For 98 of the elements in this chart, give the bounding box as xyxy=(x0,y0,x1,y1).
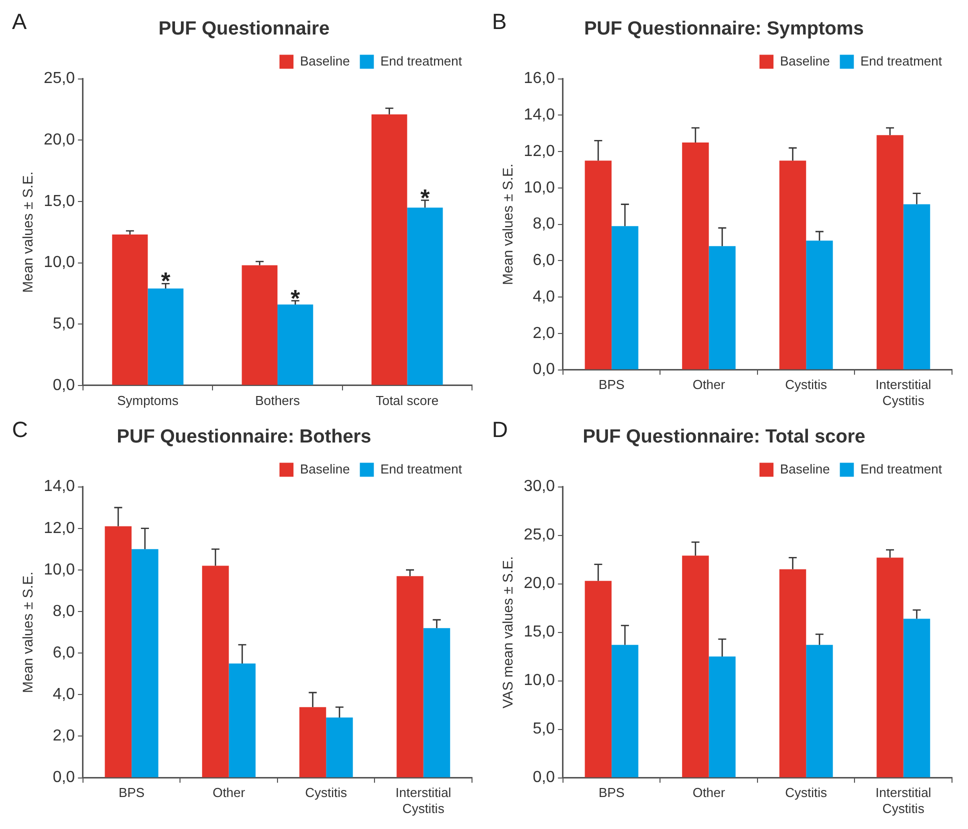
y-tick-label: 0,0 xyxy=(52,376,76,394)
y-tick-label: 0,0 xyxy=(532,361,556,378)
bar xyxy=(104,526,132,778)
y-axis-title: Mean values ± S.E. xyxy=(499,164,516,285)
x-tick-label: Cystitis xyxy=(305,785,348,800)
x-tick-label: Interstitial Cystitis xyxy=(876,785,932,816)
bar xyxy=(682,556,709,778)
x-tick-label: Other xyxy=(692,785,726,800)
y-tick-label: 25,0 xyxy=(44,70,76,88)
legend-label: Baseline xyxy=(780,461,830,476)
y-tick-label: 14,0 xyxy=(44,478,76,496)
chart-title: PUF Questionnaire: Total score xyxy=(582,426,866,448)
y-tick-label: 4,0 xyxy=(52,686,76,704)
legend-label: Baseline xyxy=(780,53,830,68)
bar xyxy=(148,288,184,385)
bar xyxy=(228,663,256,778)
y-tick-label: 4,0 xyxy=(532,288,556,306)
y-tick-label: 20,0 xyxy=(524,575,556,592)
y-tick-label: 10,0 xyxy=(44,561,76,578)
chart-title: PUF Questionnaire: Symptoms xyxy=(584,18,864,40)
y-tick-label: 8,0 xyxy=(52,602,76,620)
x-tick-label: BPS xyxy=(598,785,625,800)
bar xyxy=(326,718,353,778)
y-tick-label: 10,0 xyxy=(44,254,76,272)
bar xyxy=(299,707,326,778)
text: D xyxy=(492,417,508,442)
bar xyxy=(396,576,424,778)
x-tick-label: Interstitial Cystitis xyxy=(876,377,932,408)
text: A xyxy=(12,9,27,34)
legend-label: End treatment xyxy=(860,53,942,68)
x-tick-label: Cystitis xyxy=(785,785,828,800)
y-tick-label: 2,0 xyxy=(52,728,76,745)
legend-label: Baseline xyxy=(300,53,350,68)
annotation: * xyxy=(290,285,301,312)
bar xyxy=(876,135,904,370)
y-tick-label: 12,0 xyxy=(524,142,556,160)
chart-title: PUF Questionnaire: Bothers xyxy=(116,426,372,448)
bar xyxy=(806,240,833,370)
annotation: * xyxy=(420,184,430,212)
x-tick-label: Cystitis xyxy=(785,377,828,392)
legend-label: End treatment xyxy=(380,461,462,476)
bar xyxy=(242,265,278,385)
bar xyxy=(423,628,450,778)
bar xyxy=(806,644,833,778)
x-tick-label: Other xyxy=(212,785,246,800)
y-tick-label: 15,0 xyxy=(524,624,556,641)
x-tick-label: Other xyxy=(692,377,726,392)
y-axis-title: Mean values ± S.E. xyxy=(19,572,36,693)
legend-label: End treatment xyxy=(380,53,462,68)
y-axis-title: Mean values ± S.E. xyxy=(19,171,36,293)
y-tick-label: 10,0 xyxy=(524,179,556,196)
y-tick-label: 30,0 xyxy=(524,478,556,496)
x-tick-label: Symptoms xyxy=(117,392,179,408)
x-tick-label: Total score xyxy=(376,392,439,408)
x-tick-label: Interstitial Cystitis xyxy=(396,785,452,816)
bar xyxy=(682,142,709,370)
bar xyxy=(612,644,638,778)
text: C xyxy=(12,417,28,442)
y-tick-label: 5,0 xyxy=(532,720,556,738)
y-tick-label: 20,0 xyxy=(44,132,76,149)
bar xyxy=(612,226,638,370)
bar xyxy=(903,618,930,778)
y-tick-label: 8,0 xyxy=(532,216,556,233)
bar xyxy=(407,208,443,385)
y-tick-label: 25,0 xyxy=(524,526,556,544)
bar xyxy=(277,304,314,385)
bar xyxy=(708,656,736,778)
bar xyxy=(779,569,806,778)
legend-label: End treatment xyxy=(860,461,942,476)
bar xyxy=(584,580,612,778)
bar xyxy=(708,246,736,370)
x-tick-label: BPS xyxy=(598,377,625,392)
bar xyxy=(202,566,229,778)
y-tick-label: 14,0 xyxy=(524,106,556,124)
y-tick-label: 0,0 xyxy=(532,769,556,786)
y-tick-label: 6,0 xyxy=(532,252,556,270)
x-tick-label: BPS xyxy=(118,785,145,800)
y-tick-label: 12,0 xyxy=(44,520,76,537)
y-axis-title: VAS mean values ± S.E. xyxy=(499,556,516,708)
y-tick-label: 15,0 xyxy=(44,192,76,210)
y-tick-label: 5,0 xyxy=(52,315,76,332)
bar xyxy=(371,114,408,385)
y-tick-label: 16,0 xyxy=(524,70,556,88)
bar xyxy=(903,204,930,370)
annotation: * xyxy=(160,268,171,296)
x-tick-label: Bothers xyxy=(255,392,300,408)
bar xyxy=(876,558,904,778)
text: B xyxy=(492,9,507,34)
y-tick-label: 6,0 xyxy=(52,644,76,662)
y-tick-label: 2,0 xyxy=(532,324,556,342)
bar xyxy=(112,234,148,385)
y-tick-label: 10,0 xyxy=(524,672,556,690)
bar xyxy=(584,160,612,370)
bar xyxy=(132,549,158,778)
y-tick-label: 0,0 xyxy=(52,769,76,786)
legend-label: Baseline xyxy=(300,461,350,476)
bar xyxy=(779,160,806,370)
chart-title: PUF Questionnaire xyxy=(158,18,330,40)
